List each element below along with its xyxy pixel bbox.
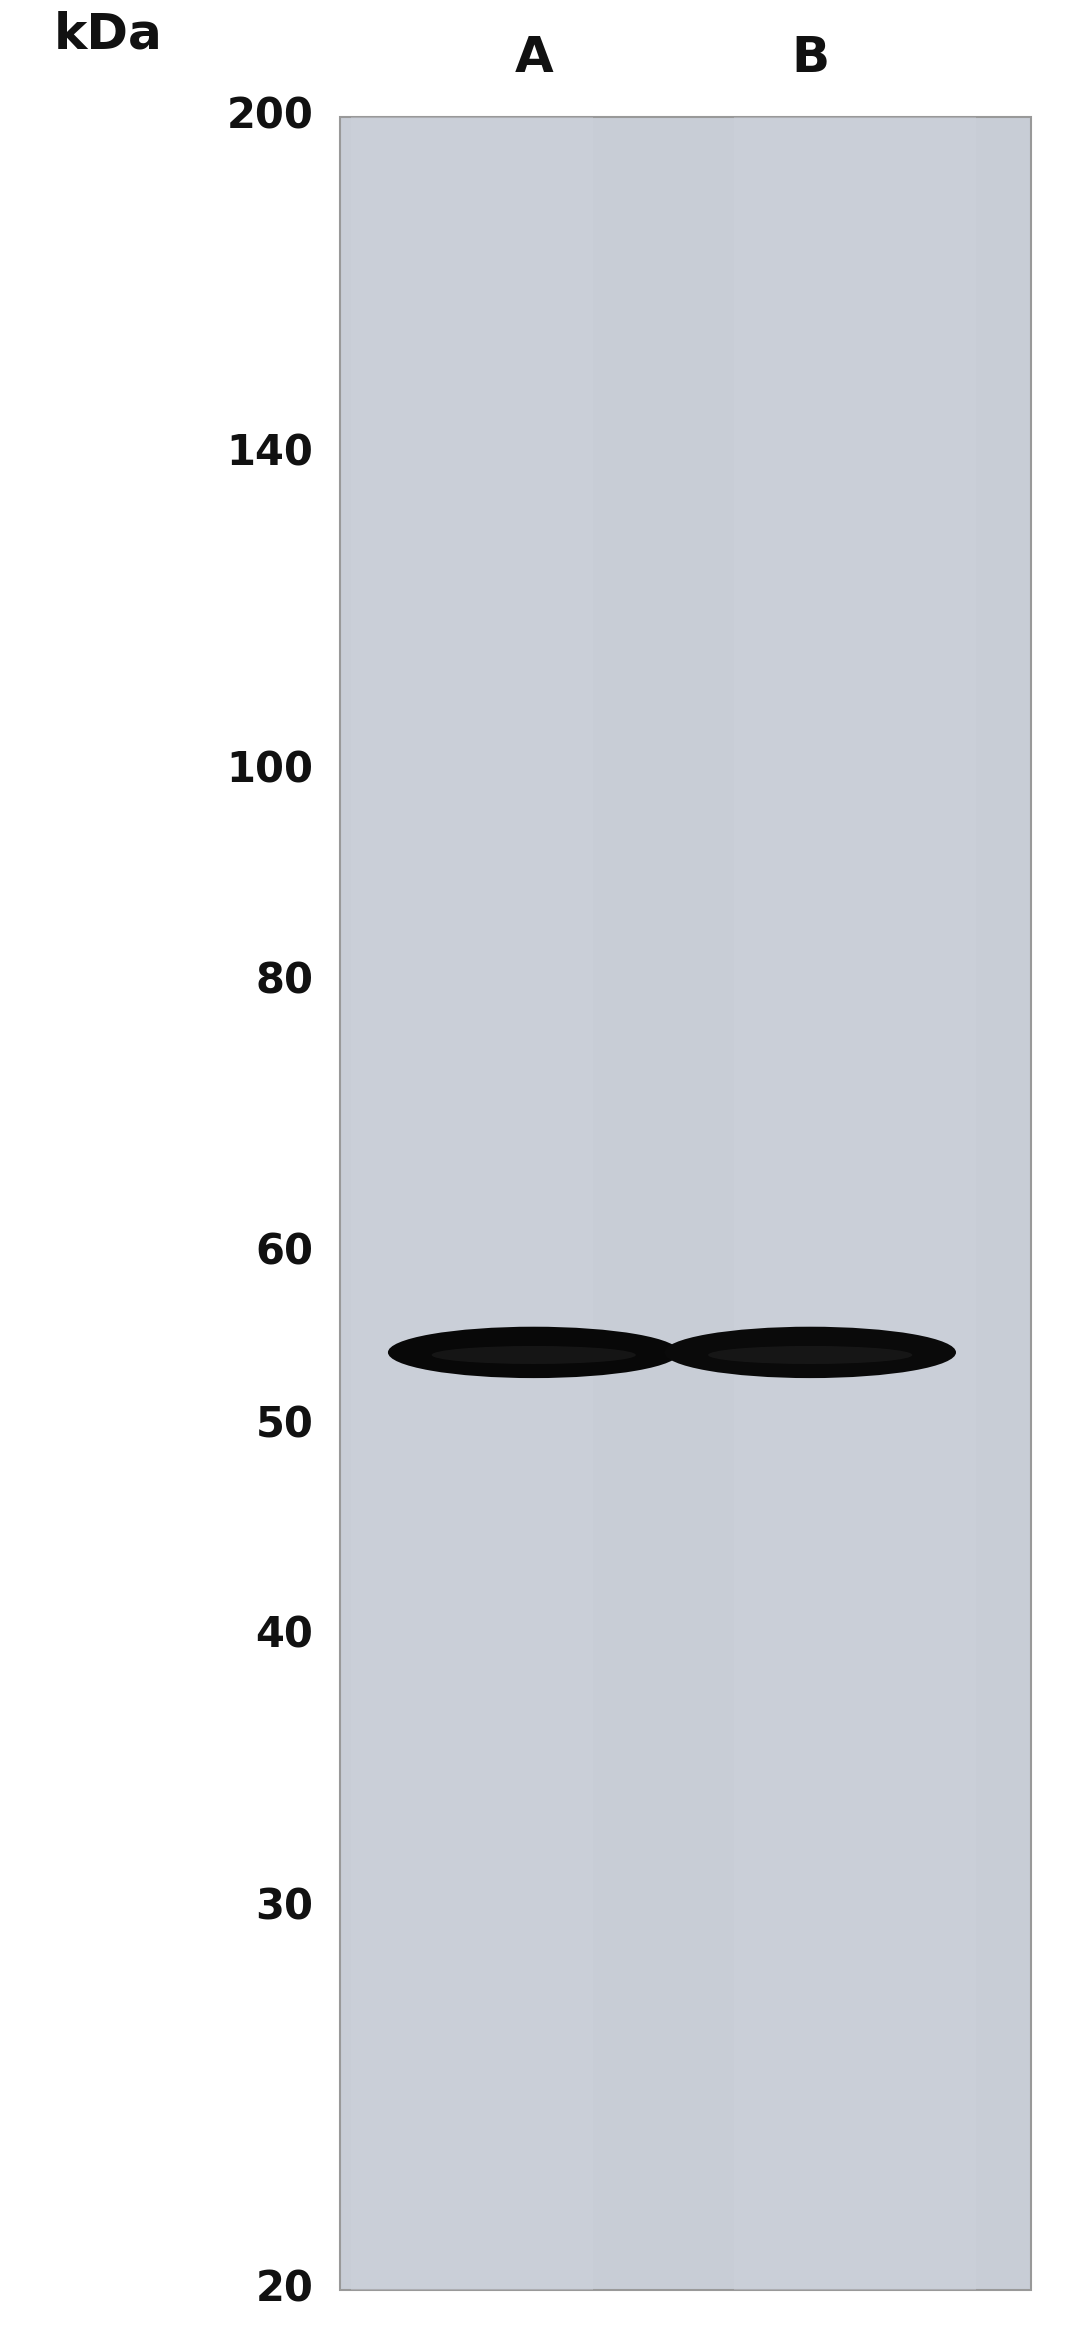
Bar <box>734 117 976 2289</box>
Text: 20: 20 <box>255 2268 313 2310</box>
Text: A: A <box>514 33 553 82</box>
Text: 40: 40 <box>255 1615 313 1658</box>
Bar <box>340 117 1031 2289</box>
Text: 140: 140 <box>227 432 313 474</box>
Text: 30: 30 <box>255 1885 313 1928</box>
Text: 50: 50 <box>255 1404 313 1446</box>
Text: 200: 200 <box>227 96 313 139</box>
Text: kDa: kDa <box>54 9 163 59</box>
Text: 60: 60 <box>255 1233 313 1275</box>
Text: 100: 100 <box>226 749 313 791</box>
Ellipse shape <box>432 1345 636 1364</box>
Bar <box>351 117 593 2289</box>
Text: B: B <box>792 33 829 82</box>
Text: 80: 80 <box>255 960 313 1003</box>
Ellipse shape <box>388 1327 679 1378</box>
Ellipse shape <box>664 1327 956 1378</box>
Ellipse shape <box>708 1345 913 1364</box>
